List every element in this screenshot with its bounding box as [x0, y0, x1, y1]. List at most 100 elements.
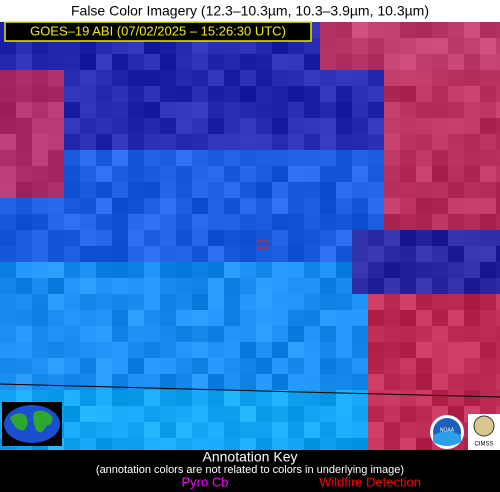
- pixel-block: [64, 310, 80, 326]
- pixel-block: [112, 326, 128, 342]
- pixel-block: [80, 342, 96, 358]
- pixel-block: [144, 246, 160, 262]
- pixel-block: [304, 198, 320, 214]
- pixel-block: [176, 262, 192, 278]
- pixel-block: [128, 438, 144, 450]
- pixel-block: [288, 86, 304, 102]
- pixel-block: [48, 294, 64, 310]
- pixel-block: [208, 310, 224, 326]
- pixel-block: [0, 38, 16, 54]
- pixel-block: [480, 118, 496, 134]
- pixel-block: [256, 406, 272, 422]
- pixel-block: [480, 166, 496, 182]
- pixel-block: [208, 262, 224, 278]
- pixel-block: [272, 230, 288, 246]
- pixel-block: [288, 406, 304, 422]
- pixel-block: [288, 262, 304, 278]
- pixel-block: [208, 278, 224, 294]
- pixel-block: [496, 342, 500, 358]
- pixel-block: [96, 182, 112, 198]
- pixel-block: [368, 310, 384, 326]
- pixel-block: [176, 214, 192, 230]
- pixel-block: [416, 166, 432, 182]
- pixel-block: [272, 310, 288, 326]
- pixel-block: [352, 214, 368, 230]
- pixel-block: [128, 102, 144, 118]
- pixel-block: [112, 118, 128, 134]
- pixel-block: [48, 230, 64, 246]
- pixel-block: [496, 374, 500, 390]
- pixel-block: [432, 38, 448, 54]
- pixel-block: [272, 86, 288, 102]
- pixel-block: [448, 390, 464, 406]
- pixel-block: [144, 134, 160, 150]
- pixel-block: [224, 102, 240, 118]
- pixel-block: [112, 406, 128, 422]
- pixel-block: [432, 102, 448, 118]
- pixel-block: [16, 342, 32, 358]
- pixel-block: [272, 54, 288, 70]
- pixel-block: [80, 246, 96, 262]
- pixel-block: [16, 374, 32, 390]
- pixel-block: [256, 118, 272, 134]
- pixel-block: [480, 246, 496, 262]
- pixel-block: [80, 374, 96, 390]
- pixel-block: [448, 166, 464, 182]
- pixel-block: [96, 342, 112, 358]
- pixel-block: [464, 134, 480, 150]
- pixel-block: [224, 422, 240, 438]
- pixel-block: [448, 198, 464, 214]
- pixel-block: [176, 150, 192, 166]
- pixel-block: [464, 54, 480, 70]
- pixel-block: [416, 70, 432, 86]
- pixel-block: [160, 406, 176, 422]
- pixel-block: [336, 422, 352, 438]
- pixel-block: [160, 278, 176, 294]
- pixel-block: [80, 38, 96, 54]
- pixel-block: [432, 54, 448, 70]
- pixel-block: [96, 166, 112, 182]
- pixel-block: [336, 38, 352, 54]
- pixel-block: [496, 54, 500, 70]
- pixel-block: [48, 70, 64, 86]
- pixel-block: [304, 214, 320, 230]
- pixel-block: [432, 86, 448, 102]
- pixel-block: [96, 390, 112, 406]
- pixel-block: [0, 182, 16, 198]
- pixel-block: [192, 86, 208, 102]
- pixel-block: [272, 406, 288, 422]
- pixel-block: [464, 342, 480, 358]
- timestamp: GOES–19 ABI (07/02/2025 – 15:26:30 UTC): [30, 23, 286, 38]
- pixel-block: [240, 70, 256, 86]
- pixel-block: [496, 182, 500, 198]
- pixel-block: [240, 294, 256, 310]
- pixel-block: [176, 102, 192, 118]
- pixel-block: [256, 262, 272, 278]
- pixel-block: [480, 294, 496, 310]
- pixel-block: [288, 310, 304, 326]
- pixel-block: [80, 70, 96, 86]
- pixel-block: [208, 326, 224, 342]
- pixel-block: [96, 54, 112, 70]
- pixel-block: [0, 150, 16, 166]
- pixel-block: [48, 310, 64, 326]
- pixel-block: [352, 374, 368, 390]
- pixel-block: [384, 278, 400, 294]
- pixel-block: [208, 86, 224, 102]
- pixel-block: [0, 294, 16, 310]
- pixel-block: [144, 374, 160, 390]
- pixel-block: [160, 102, 176, 118]
- pixel-block: [464, 86, 480, 102]
- pixel-block: [416, 230, 432, 246]
- pixel-block: [304, 310, 320, 326]
- pixel-block: [128, 390, 144, 406]
- pixel-block: [224, 374, 240, 390]
- pixel-block: [256, 38, 272, 54]
- pixel-block: [32, 198, 48, 214]
- pixel-block: [240, 102, 256, 118]
- pixel-block: [256, 294, 272, 310]
- pixel-block: [464, 118, 480, 134]
- pixel-block: [192, 150, 208, 166]
- pixel-block: [400, 198, 416, 214]
- pixel-block: [480, 326, 496, 342]
